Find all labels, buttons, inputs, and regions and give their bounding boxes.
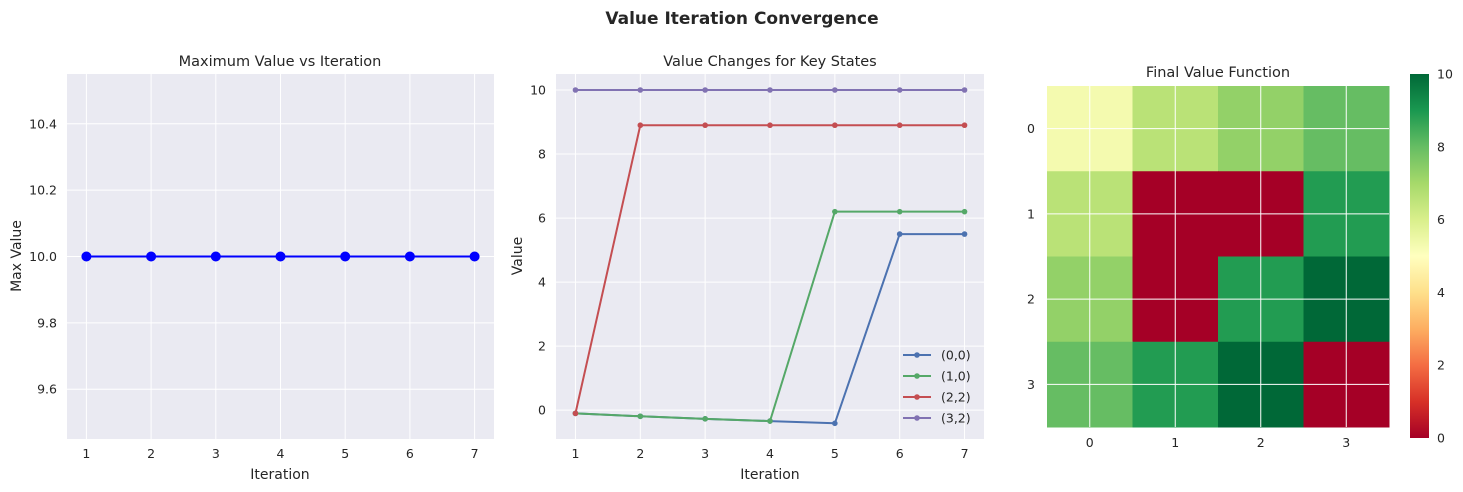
- y-tick-label: 6: [538, 211, 546, 226]
- tick-labels: 1 2 3 4 5 6 7 0 2 4 6 8 10: [530, 83, 968, 461]
- data-point: [572, 410, 579, 417]
- figure-title: Value Iteration Convergence: [605, 9, 878, 29]
- data-point: [404, 251, 415, 262]
- x-tick-label: 4: [277, 446, 285, 461]
- x-axis-label: Iteration: [250, 467, 309, 483]
- data-point: [275, 251, 286, 262]
- x-tick-label: 5: [341, 446, 349, 461]
- data-point: [637, 87, 644, 93]
- y-tick-label: 2: [538, 339, 546, 354]
- y-tick-label: 0: [1027, 121, 1035, 136]
- data-point: [961, 208, 968, 215]
- x-tick-label: 6: [896, 446, 904, 461]
- data-point: [896, 208, 903, 215]
- data-point: [340, 251, 351, 262]
- legend-marker: [914, 373, 920, 379]
- y-axis-label: Max Value: [9, 220, 25, 292]
- x-tick-label: 3: [212, 446, 220, 461]
- y-tick-label: 0: [538, 403, 546, 418]
- colorbar: [1410, 74, 1429, 438]
- heatmap-cells: [1047, 86, 1390, 428]
- y-tick-label: 8: [538, 147, 546, 162]
- x-tick-label: 3: [701, 446, 709, 461]
- x-tick-label: 3: [1342, 435, 1350, 450]
- legend: (0,0) (1,0) (2,2) (3,2): [903, 348, 971, 426]
- legend-label: (1,0): [941, 369, 971, 384]
- x-tick-label: 1: [82, 446, 90, 461]
- y-tick-label: 10: [530, 83, 546, 98]
- y-tick-label: 2: [1027, 292, 1035, 307]
- colorbar-tick-label: 10: [1437, 67, 1453, 82]
- colorbar-tick-label: 6: [1437, 212, 1445, 227]
- chart-title: Maximum Value vs Iteration: [179, 54, 382, 70]
- data-point: [767, 87, 773, 93]
- max-value-chart: 1 2 3 4 5 6 7 9.6 9.8 10.0 10.2 10.4 Maximum Value …: [9, 54, 494, 483]
- tick-labels: 0 1 2 3 0 1 2 3: [1027, 121, 1350, 450]
- y-tick-label: 9.6: [37, 382, 57, 397]
- x-tick-label: 2: [636, 446, 644, 461]
- data-point: [767, 418, 773, 424]
- legend-label: (0,0): [941, 348, 971, 363]
- x-tick-label: 0: [1086, 435, 1094, 450]
- y-tick-label: 4: [538, 275, 546, 290]
- legend-marker: [914, 352, 920, 358]
- data-point: [896, 231, 903, 237]
- series-group: [572, 87, 968, 427]
- data-point: [702, 87, 708, 93]
- x-tick-label: 5: [831, 446, 839, 461]
- x-tick-label: 4: [766, 446, 774, 461]
- final-value-heatmap: 0 1 2 3 0 1 2 3 0 2 4 6 8 10 Final Value Function: [1027, 65, 1453, 450]
- x-tick-label: 2: [147, 446, 155, 461]
- x-tick-label: 1: [571, 446, 579, 461]
- y-axis-label: Value: [510, 237, 526, 275]
- colorbar-tick-label: 8: [1437, 139, 1445, 154]
- tick-labels: 1 2 3 4 5 6 7 9.6 9.8 10.0 10.2 10.4: [29, 116, 478, 461]
- legend-marker: [914, 394, 920, 400]
- data-point: [961, 87, 968, 93]
- colorbar-tick-label: 0: [1437, 431, 1445, 446]
- data-point: [832, 208, 838, 215]
- y-tick-label: 10.0: [29, 249, 57, 264]
- data-point: [637, 122, 644, 129]
- key-states-chart: 1 2 3 4 5 6 7 0 2 4 6 8 10 (0,0) (1,0) (2,2) (3,2) Valu…: [510, 54, 984, 483]
- x-tick-label: 2: [1257, 435, 1265, 450]
- data-point: [961, 122, 968, 129]
- data-point: [961, 231, 968, 237]
- x-tick-label: 7: [471, 446, 479, 461]
- grid: [1047, 86, 1389, 427]
- colorbar-ticks: 0 2 4 6 8 10: [1437, 67, 1453, 446]
- x-axis-label: Iteration: [740, 467, 799, 483]
- data-point: [832, 122, 838, 129]
- data-point: [146, 251, 157, 262]
- series-group: [81, 251, 480, 262]
- data-point: [832, 420, 838, 427]
- data-point: [572, 87, 579, 93]
- y-tick-label: 10.4: [29, 116, 57, 131]
- x-tick-label: 7: [961, 446, 969, 461]
- data-point: [702, 416, 708, 422]
- colorbar-tick-label: 4: [1437, 285, 1445, 300]
- data-point: [702, 122, 708, 129]
- legend-marker: [914, 415, 920, 421]
- legend-label: (2,2): [941, 390, 971, 405]
- data-point: [767, 122, 773, 129]
- colorbar-tick-label: 2: [1437, 358, 1445, 373]
- y-tick-label: 9.8: [37, 315, 57, 330]
- data-point: [81, 251, 92, 262]
- data-point: [210, 251, 221, 262]
- data-point: [832, 87, 838, 93]
- data-point: [469, 251, 480, 262]
- data-point: [896, 122, 903, 129]
- chart-title: Value Changes for Key States: [663, 54, 877, 70]
- x-tick-label: 1: [1171, 435, 1179, 450]
- legend-label: (3,2): [941, 411, 971, 426]
- y-tick-label: 1: [1027, 206, 1035, 221]
- y-tick-label: 10.2: [29, 183, 57, 198]
- x-tick-label: 6: [406, 446, 414, 461]
- y-tick-label: 3: [1027, 377, 1035, 392]
- data-point: [896, 87, 903, 93]
- chart-title: Final Value Function: [1146, 65, 1290, 81]
- data-point: [637, 413, 644, 420]
